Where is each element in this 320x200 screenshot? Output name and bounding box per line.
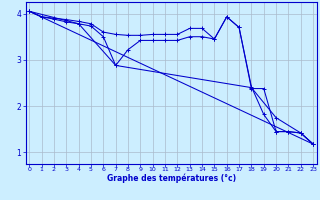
X-axis label: Graphe des températures (°c): Graphe des températures (°c) [107,174,236,183]
